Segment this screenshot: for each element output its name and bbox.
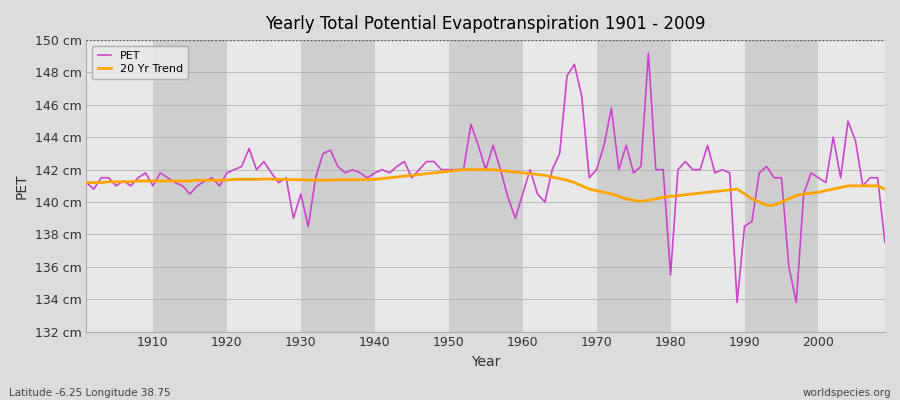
Bar bbox=[301, 40, 374, 332]
Bar bbox=[818, 40, 893, 332]
20 Yr Trend bbox=[140, 178, 151, 183]
Bar bbox=[449, 40, 523, 332]
20 Yr Trend bbox=[518, 170, 528, 175]
PET bbox=[732, 300, 742, 305]
20 Yr Trend bbox=[614, 194, 625, 199]
Bar bbox=[597, 40, 670, 332]
Title: Yearly Total Potential Evapotranspiration 1901 - 2009: Yearly Total Potential Evapotranspiratio… bbox=[266, 15, 706, 33]
Legend: PET, 20 Yr Trend: PET, 20 Yr Trend bbox=[92, 46, 188, 79]
Bar bbox=[227, 40, 301, 332]
20 Yr Trend bbox=[879, 187, 890, 192]
20 Yr Trend bbox=[81, 180, 92, 185]
Bar bbox=[893, 40, 900, 332]
20 Yr Trend bbox=[458, 167, 469, 172]
20 Yr Trend bbox=[347, 177, 358, 182]
PET bbox=[518, 192, 528, 196]
Line: PET: PET bbox=[86, 53, 885, 302]
PET bbox=[302, 224, 313, 229]
Bar bbox=[670, 40, 744, 332]
PET bbox=[643, 51, 653, 56]
Text: worldspecies.org: worldspecies.org bbox=[803, 388, 891, 398]
Text: Latitude -6.25 Longitude 38.75: Latitude -6.25 Longitude 38.75 bbox=[9, 388, 171, 398]
PET bbox=[879, 240, 890, 245]
Y-axis label: PET: PET bbox=[15, 173, 29, 199]
PET bbox=[606, 106, 616, 110]
Bar bbox=[79, 40, 153, 332]
Bar bbox=[153, 40, 227, 332]
PET bbox=[81, 180, 92, 185]
Bar bbox=[744, 40, 818, 332]
Bar bbox=[523, 40, 597, 332]
20 Yr Trend bbox=[761, 203, 772, 208]
20 Yr Trend bbox=[302, 178, 313, 182]
PET bbox=[347, 167, 358, 172]
X-axis label: Year: Year bbox=[471, 355, 500, 369]
PET bbox=[140, 170, 151, 175]
Line: 20 Yr Trend: 20 Yr Trend bbox=[86, 170, 885, 205]
20 Yr Trend bbox=[525, 171, 535, 176]
Bar bbox=[374, 40, 449, 332]
PET bbox=[510, 216, 521, 221]
